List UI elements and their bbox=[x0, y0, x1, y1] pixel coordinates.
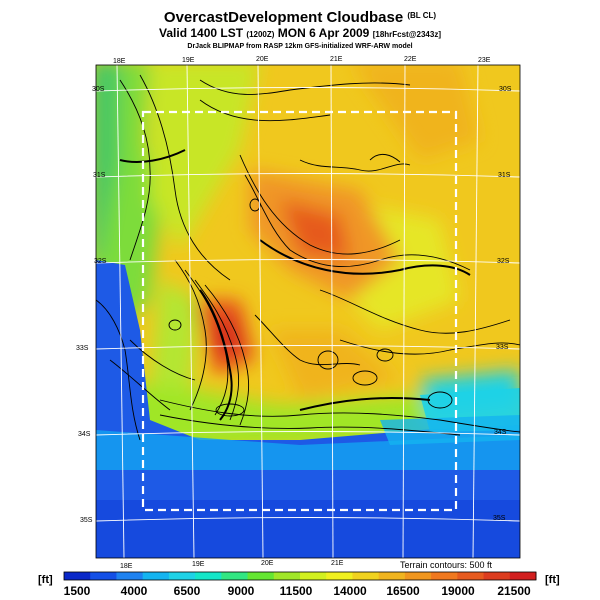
colorbar-label: 1500 bbox=[63, 584, 91, 598]
lat-label-left: 30S bbox=[92, 86, 105, 93]
colorbar-swatch bbox=[195, 572, 222, 580]
lon-label-top: 20E bbox=[256, 56, 269, 63]
lat-label-right: 32S bbox=[497, 258, 510, 265]
model-credit: DrJack BLIPMAP from RASP 12km GFS-initia… bbox=[187, 43, 413, 50]
lat-label-left: 35S bbox=[80, 517, 93, 524]
colorbar-swatch bbox=[273, 572, 301, 580]
colorbar-label: 4000 bbox=[120, 584, 148, 598]
colorbar-swatch bbox=[483, 572, 511, 580]
lat-label-left: 32S bbox=[94, 258, 107, 265]
meridian-line bbox=[186, 65, 195, 558]
lat-label-left: 33S bbox=[76, 345, 89, 352]
terrain-contours-note: Terrain contours: 500 ft bbox=[400, 560, 493, 570]
lat-label-right: 34S bbox=[494, 429, 507, 436]
colorbar-label: 19000 bbox=[441, 584, 475, 598]
colorbar-swatch bbox=[457, 572, 485, 580]
colorbar-swatch bbox=[247, 572, 275, 580]
inner-domain-boundary bbox=[141, 110, 458, 512]
cloudbase-contours bbox=[119, 149, 471, 421]
colorbar-label: 21500 bbox=[497, 584, 531, 598]
lon-label-bottom: 19E bbox=[192, 561, 205, 568]
colorbar-frame bbox=[63, 571, 537, 581]
colorbar bbox=[64, 572, 537, 580]
parallel-line bbox=[96, 431, 520, 436]
lon-label-bottom: 18E bbox=[120, 563, 133, 570]
valid-time: Valid 1400 LST (1200Z) MON 6 Apr 2009 [1… bbox=[159, 26, 441, 40]
colorbar-swatch bbox=[142, 572, 170, 580]
colorbar-label: 6500 bbox=[173, 584, 201, 598]
lat-label-left: 31S bbox=[93, 172, 106, 179]
colorbar-swatch bbox=[352, 572, 380, 580]
colorbar-label: 16500 bbox=[386, 584, 420, 598]
parallel-line bbox=[96, 345, 520, 350]
colorbar-unit-left: [ft] bbox=[38, 574, 53, 586]
map-frame bbox=[95, 64, 521, 559]
meridian-line bbox=[257, 65, 264, 558]
colorbar-unit-right: [ft] bbox=[545, 574, 560, 586]
colorbar-swatch bbox=[90, 572, 117, 580]
lat-label-right: 31S bbox=[498, 172, 511, 179]
colorbar-label: 14000 bbox=[333, 584, 367, 598]
lon-label-bottom: 21E bbox=[331, 560, 344, 567]
meridian-line bbox=[116, 65, 125, 558]
ocean bbox=[96, 260, 520, 558]
colorbar-swatch bbox=[431, 572, 458, 580]
lon-label-top: 19E bbox=[182, 57, 195, 64]
lon-label-top: 22E bbox=[404, 56, 417, 63]
colorbar-swatch bbox=[509, 572, 537, 580]
parallel-line bbox=[96, 87, 520, 92]
colorbar-label: 11500 bbox=[279, 584, 313, 598]
lon-label-top: 23E bbox=[478, 57, 491, 64]
colorbar-swatch bbox=[116, 572, 144, 580]
lon-label-top: 18E bbox=[113, 58, 126, 65]
parallel-line bbox=[96, 517, 520, 522]
colorbar-swatch bbox=[300, 572, 327, 580]
parallel-line bbox=[96, 259, 520, 264]
lon-label-top: 21E bbox=[330, 56, 343, 63]
chart-title: OvercastDevelopment Cloudbase (BL CL) bbox=[163, 9, 437, 26]
meridian-line bbox=[330, 65, 334, 558]
lat-label-right: 30S bbox=[499, 86, 512, 93]
colorbar-swatch bbox=[64, 572, 91, 580]
colorbar-swatch bbox=[326, 572, 353, 580]
lat-label-right: 33S bbox=[496, 344, 509, 351]
lon-label-bottom: 20E bbox=[261, 560, 274, 567]
lat-label-right: 35S bbox=[493, 515, 506, 522]
colorbar-swatch bbox=[378, 572, 406, 580]
meridian-line bbox=[472, 65, 479, 558]
lat-lon-grid bbox=[96, 65, 520, 558]
colorbar-swatch bbox=[221, 572, 249, 580]
lat-label-left: 34S bbox=[78, 431, 91, 438]
colorbar-label: 9000 bbox=[227, 584, 255, 598]
parallel-line bbox=[96, 173, 520, 178]
colorbar-swatch bbox=[168, 572, 196, 580]
colorbar-swatch bbox=[404, 572, 432, 580]
meridian-line bbox=[402, 65, 406, 558]
